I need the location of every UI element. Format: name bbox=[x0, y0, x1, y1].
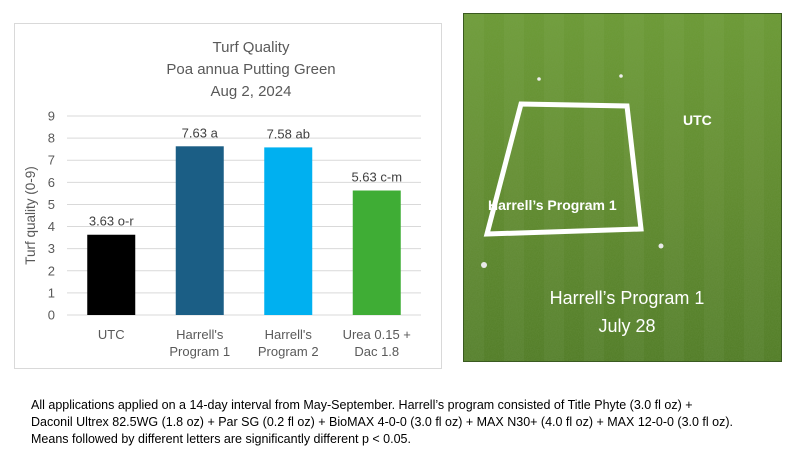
y-tick-label: 0 bbox=[48, 308, 55, 323]
turf-grain bbox=[464, 14, 781, 361]
y-tick-label: 9 bbox=[48, 109, 55, 124]
footnote-line: Daconil Ultrex 82.5WG (1.8 oz) + Par SG … bbox=[31, 415, 733, 429]
y-tick-label: 2 bbox=[48, 263, 55, 278]
y-tick-label: 5 bbox=[48, 197, 55, 212]
marker-dot bbox=[619, 74, 623, 78]
bar bbox=[87, 234, 136, 315]
y-tick-label: 4 bbox=[48, 219, 55, 234]
category-label: Program 2 bbox=[258, 344, 319, 359]
marker-dot bbox=[537, 77, 541, 81]
y-tick-label: 3 bbox=[48, 241, 55, 256]
marker-dot bbox=[658, 243, 664, 249]
photo-caption-line1: Harrell’s Program 1 bbox=[550, 288, 705, 308]
category-label: Urea 0.15 + bbox=[343, 327, 411, 342]
bar-chart: Turf Quality Poa annua Putting Green Aug 2… bbox=[14, 23, 442, 369]
chart-canvas: Turf Quality Poa annua Putting Green Aug 2… bbox=[23, 39, 421, 359]
footnote: All applications applied on a 14-day int… bbox=[31, 397, 781, 448]
data-label: 7.58 ab bbox=[267, 126, 310, 141]
y-tick-label: 8 bbox=[48, 131, 55, 146]
photo-plot-label: Harrell’s Program 1 bbox=[488, 197, 617, 213]
footnote-line: All applications applied on a 14-day int… bbox=[31, 398, 693, 412]
bar bbox=[352, 190, 401, 315]
chart-title-line: Poa annua Putting Green bbox=[166, 61, 335, 78]
bar bbox=[175, 146, 224, 315]
category-label: Harrell's bbox=[265, 327, 313, 342]
turf-photo-canvas: Harrell’s Program 1 UTC Harrell’s Progra… bbox=[464, 14, 781, 361]
y-axis-title: Turf quality (0-9) bbox=[23, 166, 38, 265]
data-label: 7.63 a bbox=[182, 125, 219, 140]
category-label: Harrell's bbox=[176, 327, 224, 342]
category-label: Program 1 bbox=[169, 344, 230, 359]
data-label: 3.63 o-r bbox=[89, 214, 134, 229]
photo-caption-line2: July 28 bbox=[598, 316, 655, 336]
chart-title-line: Aug 2, 2024 bbox=[211, 83, 292, 100]
y-tick-label: 6 bbox=[48, 175, 55, 190]
plot-outline bbox=[483, 101, 644, 237]
category-label: Dac 1.8 bbox=[354, 344, 399, 359]
turf-photo: Harrell’s Program 1 UTC Harrell’s Progra… bbox=[463, 13, 782, 362]
data-label: 5.63 c-m bbox=[351, 170, 402, 185]
photo-utc-label: UTC bbox=[683, 112, 712, 128]
bar bbox=[264, 147, 313, 315]
y-tick-label: 7 bbox=[48, 153, 55, 168]
marker-dot bbox=[481, 262, 487, 268]
category-label: UTC bbox=[98, 327, 125, 342]
footnote-line: Means followed by different letters are … bbox=[31, 432, 411, 446]
chart-title-line: Turf Quality bbox=[213, 39, 290, 56]
y-tick-label: 1 bbox=[48, 285, 55, 300]
